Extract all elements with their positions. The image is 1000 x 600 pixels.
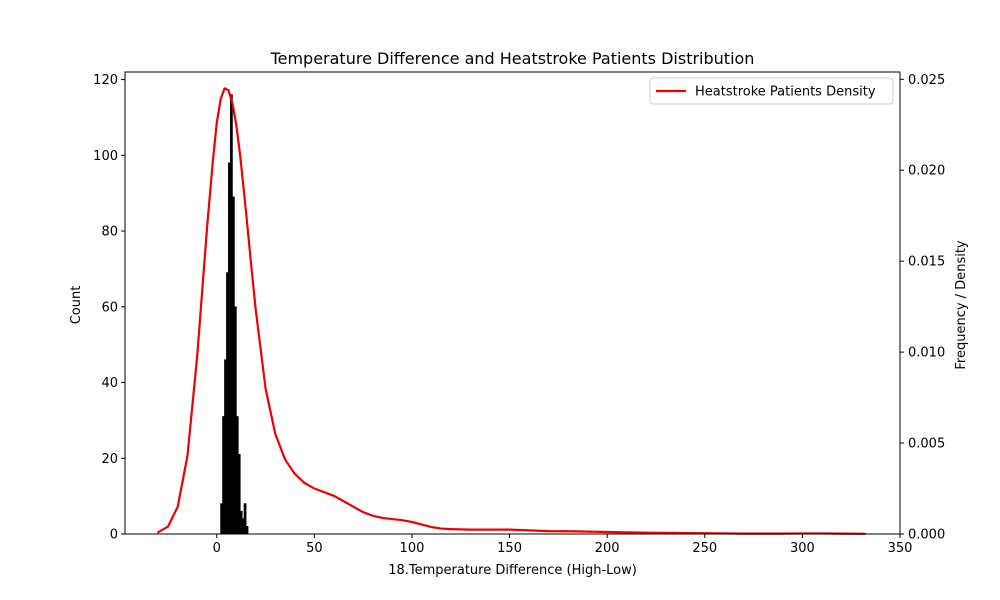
x-tick-label: 350 <box>888 541 913 556</box>
y-left-tick-label: 0 <box>110 528 118 543</box>
x-tick-label: 200 <box>595 541 620 556</box>
x-tick-label: 300 <box>790 541 815 556</box>
histogram-bar <box>245 526 249 535</box>
y-right-tick-label: 0.000 <box>908 528 945 543</box>
y-right-tick-label: 0.025 <box>908 73 945 88</box>
x-tick-label: 0 <box>213 541 221 556</box>
y-right-tick-label: 0.015 <box>908 255 945 270</box>
y-axis-left-label: Count <box>69 286 84 325</box>
x-tick-label: 50 <box>306 541 323 556</box>
x-axis-label: 18.Temperature Difference (High-Low) <box>388 563 637 578</box>
y-axis-right-label: Frequency / Density <box>954 240 969 370</box>
density-line <box>157 87 866 535</box>
x-tick-label: 250 <box>692 541 717 556</box>
legend-entry-label: Heatstroke Patients Density <box>695 85 876 100</box>
x-tick-label: 150 <box>497 541 522 556</box>
y-left-tick-label: 20 <box>101 452 118 467</box>
plot-area: 0 50 100 150 200 250 300 350 0 20 40 60 80 100 120 0.00… <box>93 71 945 556</box>
y-right-tick-label: 0.010 <box>908 346 945 361</box>
y-left-tick-label: 60 <box>101 300 118 315</box>
y-left-tick-label: 120 <box>93 73 118 88</box>
y-left-tick-label: 40 <box>101 376 118 391</box>
y-left-tick-label: 100 <box>93 149 118 164</box>
y-left-tick-label: 80 <box>101 225 118 240</box>
chart-title: Temperature Difference and Heatstroke Pa… <box>270 49 755 68</box>
legend-frame <box>649 77 894 105</box>
x-tick-label: 100 <box>400 541 425 556</box>
plot-frame <box>124 71 901 535</box>
y-right-tick-label: 0.005 <box>908 437 945 452</box>
y-right-tick-label: 0.020 <box>908 164 945 179</box>
legend: Heatstroke Patients Density <box>649 77 894 105</box>
